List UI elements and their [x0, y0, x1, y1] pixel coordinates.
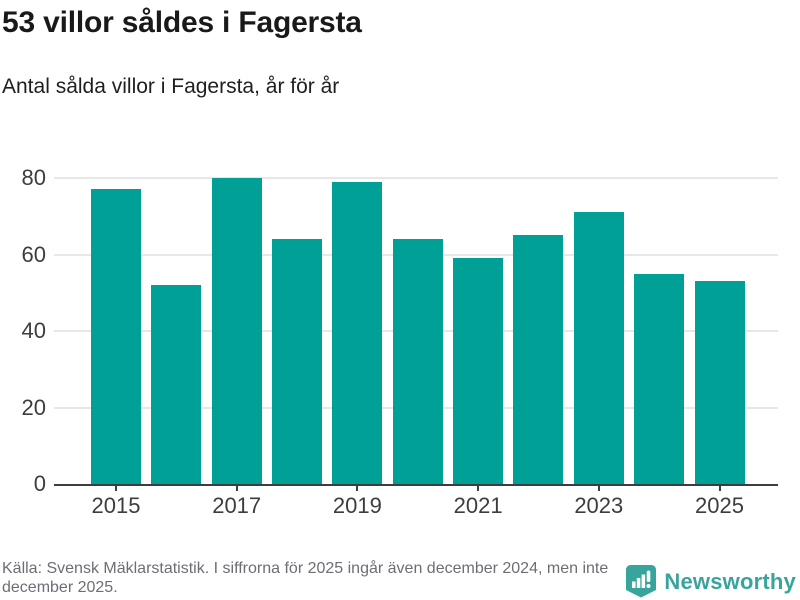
- x-axis-line: [54, 484, 778, 486]
- bar-chart: 0 20 40 60 80 2015 2017 2019 2021 2023 2025: [0, 165, 778, 518]
- x-tick-2019: [356, 485, 359, 491]
- y-tick-label-60: 60: [21, 241, 46, 267]
- y-axis: 0 20 40 60 80: [0, 165, 46, 496]
- bar-2015: [91, 189, 141, 484]
- x-tick-label-2021: 2021: [453, 493, 503, 518]
- x-tick-label-2015: 2015: [91, 493, 141, 518]
- source-note: Källa: Svensk Mäklarstatistik. I siffror…: [2, 560, 609, 596]
- newsworthy-logo[interactable]: Newsworthy: [626, 565, 796, 600]
- bar-2024: [634, 274, 685, 484]
- bar-2021: [453, 258, 504, 484]
- bar-2025: [694, 281, 745, 484]
- bar-2016: [151, 285, 202, 484]
- x-tick-label-2025: 2025: [695, 493, 744, 518]
- bar-2022: [513, 235, 564, 484]
- x-tick-2025: [718, 485, 721, 491]
- bar-2020: [392, 239, 443, 484]
- chart-subtitle: Antal sålda villor i Fagersta, år för år: [2, 75, 340, 98]
- footer: Källa: Svensk Mäklarstatistik. I siffror…: [0, 556, 796, 600]
- x-tick-label-2017: 2017: [212, 493, 262, 518]
- newsworthy-logo-text: Newsworthy: [664, 568, 796, 594]
- x-tick-2015: [115, 485, 117, 491]
- y-tick-label-40: 40: [21, 318, 46, 343]
- bar-2023: [573, 212, 624, 484]
- y-tick-label-20: 20: [21, 394, 46, 420]
- bar-2018: [272, 239, 323, 484]
- plot-area: 2015 2017 2019 2021 2023 2025: [54, 177, 778, 518]
- x-tick-2017: [235, 485, 238, 491]
- chart-title: 53 villor såldes i Fagersta: [2, 6, 362, 39]
- newsworthy-bubble-chart-icon: [626, 565, 657, 598]
- gridline-80: [54, 177, 778, 179]
- x-tick-label-2019: 2019: [332, 493, 382, 518]
- y-tick-label-0: 0: [33, 471, 46, 496]
- x-tick-label-2023: 2023: [574, 493, 624, 518]
- bar-2017: [211, 178, 262, 484]
- x-tick-2021: [477, 485, 480, 491]
- bar-2019: [332, 182, 383, 484]
- x-tick-2023: [597, 485, 600, 491]
- y-tick-label-80: 80: [21, 165, 46, 190]
